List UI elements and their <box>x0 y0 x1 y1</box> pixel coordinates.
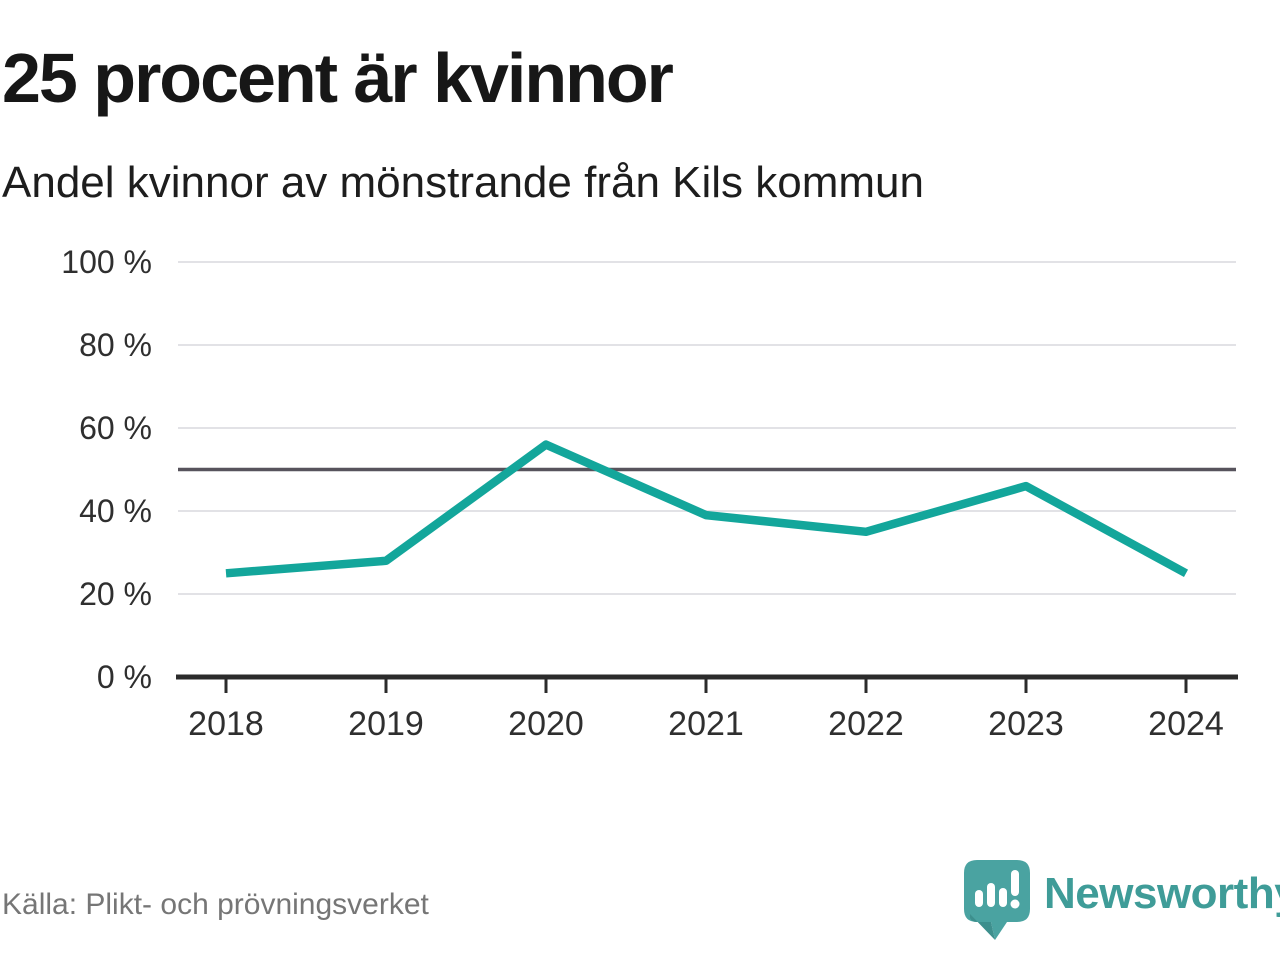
y-tick-label: 0 % <box>97 659 152 695</box>
bubble-shadow <box>970 914 995 940</box>
x-tick-label: 2019 <box>348 705 424 743</box>
exclamation-bar <box>1011 870 1019 896</box>
exclamation-dot <box>1010 899 1020 909</box>
source-note: Källa: Plikt- och prövningsverket <box>2 888 429 921</box>
x-tick-label: 2022 <box>828 705 904 743</box>
x-tick-label: 2023 <box>988 705 1064 743</box>
chart-title: 25 procent är kvinnor <box>2 39 674 117</box>
brand-wordmark: Newsworthy <box>1044 869 1280 918</box>
x-tick-label: 2024 <box>1148 705 1224 743</box>
brand-logo: Newsworthy <box>962 858 1280 946</box>
newsworthy-bubble-icon <box>964 860 1030 940</box>
bar-1 <box>975 890 983 907</box>
y-tick-label: 60 % <box>79 410 152 446</box>
bar-2 <box>987 883 995 907</box>
x-tick-label: 2020 <box>508 705 584 743</box>
x-tick-label: 2018 <box>188 705 264 743</box>
y-tick-label: 80 % <box>79 327 152 363</box>
y-tick-label: 100 % <box>61 244 152 280</box>
speech-bubble-shape <box>964 860 1030 940</box>
data-series-line <box>225 440 1189 578</box>
y-tick-label: 40 % <box>79 493 152 529</box>
chart-subtitle: Andel kvinnor av mönstrande från Kils ko… <box>2 158 924 207</box>
x-tick-label: 2021 <box>668 705 744 743</box>
y-tick-label: 20 % <box>79 576 152 612</box>
bar-3 <box>999 888 1007 907</box>
